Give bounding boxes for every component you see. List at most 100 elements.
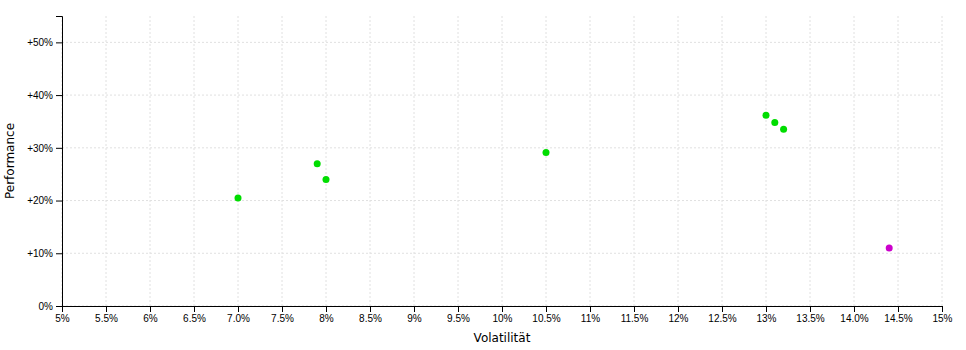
- point: [886, 245, 893, 252]
- grid-line: [62, 95, 942, 96]
- tick-mark: [282, 306, 283, 312]
- y-axis: 0% +10% +20% +30% +40% +50%: [27, 17, 62, 312]
- grid-line: [414, 16, 415, 306]
- grid-line: [326, 16, 327, 306]
- tick: +10%: [27, 248, 62, 259]
- tick-mark: [458, 306, 459, 312]
- tick: 9%: [407, 306, 422, 324]
- tick-label: 6%: [143, 313, 158, 324]
- tick-mark: [854, 306, 855, 312]
- tick-mark: [56, 42, 62, 43]
- tick-label: 15%: [932, 313, 952, 324]
- grid-line: [282, 16, 283, 306]
- x-axis-title: Volatilität: [474, 331, 531, 345]
- tick: 10.5%: [532, 306, 560, 324]
- marks: [235, 112, 893, 252]
- grid-line: [766, 16, 767, 306]
- tick-label: +40%: [27, 90, 53, 101]
- tick: 6%: [143, 306, 158, 324]
- tick-label: +50%: [27, 37, 53, 48]
- y-axis-title: Performance: [3, 123, 17, 199]
- x-axis: 5% 5.5% 6% 6.5% 7.0% 7.5% 8% 8.5% 9% 9.5% 10% 10.5%…: [55, 306, 952, 324]
- tick-mark: [942, 306, 943, 312]
- point: [314, 160, 321, 167]
- tick-mark: [56, 95, 62, 96]
- tick-label: 6.5%: [183, 313, 206, 324]
- tick: 11.5%: [621, 306, 649, 324]
- tick-label: 5%: [55, 313, 70, 324]
- chart: 5% 5.5% 6% 6.5% 7.0% 7.5% 8% 8.5% 9% 9.5% 10% 10.5%…: [0, 0, 966, 350]
- tick: 7.5%: [271, 306, 294, 324]
- tick: +30%: [27, 143, 62, 154]
- grid-line: [62, 42, 942, 43]
- tick: 13.5%: [796, 306, 824, 324]
- point: [771, 119, 778, 126]
- grid-line: [546, 16, 547, 306]
- plot: 5% 5.5% 6% 6.5% 7.0% 7.5% 8% 8.5% 9% 9.5% 10% 10.5%…: [3, 16, 953, 345]
- tick-mark: [56, 148, 62, 149]
- series: [886, 245, 893, 252]
- grid-line: [106, 16, 107, 306]
- tick-label: 11.5%: [621, 313, 649, 324]
- grid-line: [590, 16, 591, 306]
- tick-mark: [56, 306, 62, 307]
- tick-mark: [810, 306, 811, 312]
- grid-line: [238, 16, 239, 306]
- series: [235, 112, 788, 202]
- tick: 14.0%: [840, 306, 868, 324]
- grid-line: [810, 16, 811, 306]
- tick: +40%: [27, 90, 62, 101]
- tick-label: 9%: [407, 313, 422, 324]
- point: [323, 176, 330, 183]
- tick: 12.5%: [708, 306, 736, 324]
- tick-label: 5.5%: [95, 313, 118, 324]
- point: [543, 149, 550, 156]
- grid-line: [722, 16, 723, 306]
- tick-label: 8%: [319, 313, 334, 324]
- grid-line: [62, 147, 942, 148]
- tick-label: 9.5%: [447, 313, 470, 324]
- tick-label: 13.5%: [796, 313, 824, 324]
- tick-label: +20%: [27, 195, 53, 206]
- grid-line: [854, 16, 855, 306]
- tick-mark: [414, 306, 415, 312]
- tick-mark: [766, 306, 767, 312]
- axis-line: [56, 17, 63, 307]
- grid-line: [898, 16, 899, 306]
- tick-mark: [326, 306, 327, 312]
- tick-mark: [238, 306, 239, 312]
- tick-label: 7.0%: [227, 313, 250, 324]
- tick: 8%: [319, 306, 334, 324]
- tick-label: 8.5%: [359, 313, 382, 324]
- grid-line: [370, 16, 371, 306]
- tick-label: 0%: [39, 301, 54, 312]
- tick: 7.0%: [227, 306, 250, 324]
- grid-line: [458, 16, 459, 306]
- tick: +20%: [27, 195, 62, 206]
- tick: 6.5%: [183, 306, 206, 324]
- point: [763, 112, 770, 119]
- tick: 14.5%: [884, 306, 912, 324]
- grid-line: [62, 253, 942, 254]
- tick-label: 10%: [492, 313, 512, 324]
- tick-label: 14.5%: [884, 313, 912, 324]
- tick-mark: [634, 306, 635, 312]
- tick-label: +10%: [27, 248, 53, 259]
- tick: 5%: [55, 306, 70, 324]
- tick-label: 14.0%: [840, 313, 868, 324]
- grid-line: [942, 16, 943, 306]
- tick-label: 13%: [756, 313, 776, 324]
- tick-label: 12.5%: [708, 313, 736, 324]
- grid-line: [634, 16, 635, 306]
- tick-mark: [56, 253, 62, 254]
- tick: 13%: [756, 306, 776, 324]
- point: [235, 194, 242, 201]
- tick: 8.5%: [359, 306, 382, 324]
- tick-mark: [898, 306, 899, 312]
- tick-label: 7.5%: [271, 313, 294, 324]
- tick-label: 11%: [581, 313, 600, 324]
- grid: [62, 16, 942, 306]
- tick-mark: [678, 306, 679, 312]
- tick: 15%: [932, 306, 952, 324]
- grid-line: [150, 16, 151, 306]
